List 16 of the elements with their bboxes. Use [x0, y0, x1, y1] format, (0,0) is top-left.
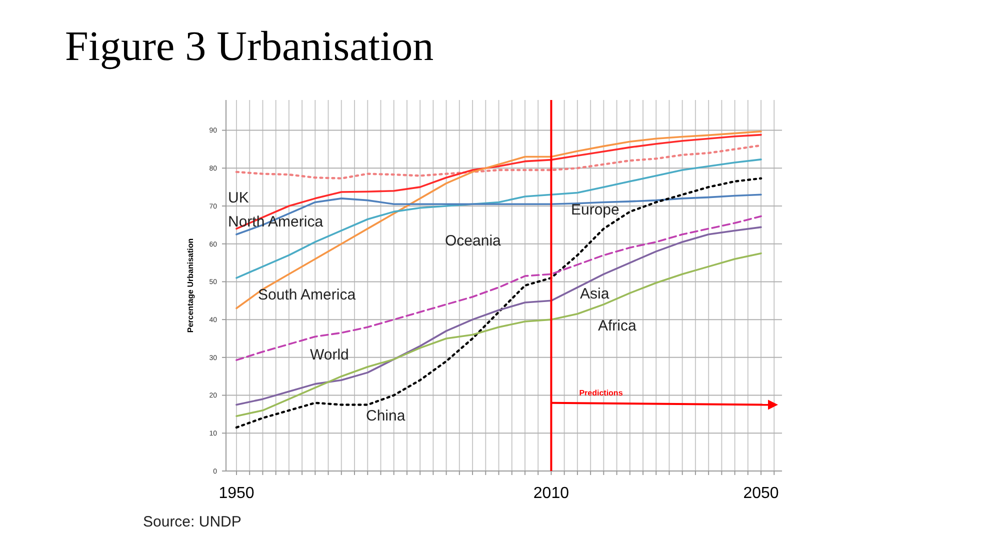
- ref-line-label: Predictions: [579, 388, 624, 398]
- annotation: South America: [258, 286, 356, 304]
- annotation: Africa: [598, 317, 637, 334]
- line-series: [236, 226, 762, 406]
- source-note: Source: UNDP: [143, 513, 242, 530]
- annotation: Asia: [580, 285, 610, 302]
- x-tick-label: 2010: [533, 485, 570, 502]
- annotation: UK: [228, 189, 249, 206]
- chart-title: Figure 3 Urbanisation: [65, 24, 434, 70]
- annotation: Oceania: [445, 232, 502, 250]
- x-tick-label: 2050: [743, 485, 779, 502]
- annotation: Europe: [571, 201, 620, 218]
- annotation: China: [366, 407, 406, 424]
- annotation: World: [310, 346, 349, 364]
- x-tick-label: 1950: [218, 485, 254, 502]
- y-axis-title: Percentage Urbanisation: [186, 238, 195, 333]
